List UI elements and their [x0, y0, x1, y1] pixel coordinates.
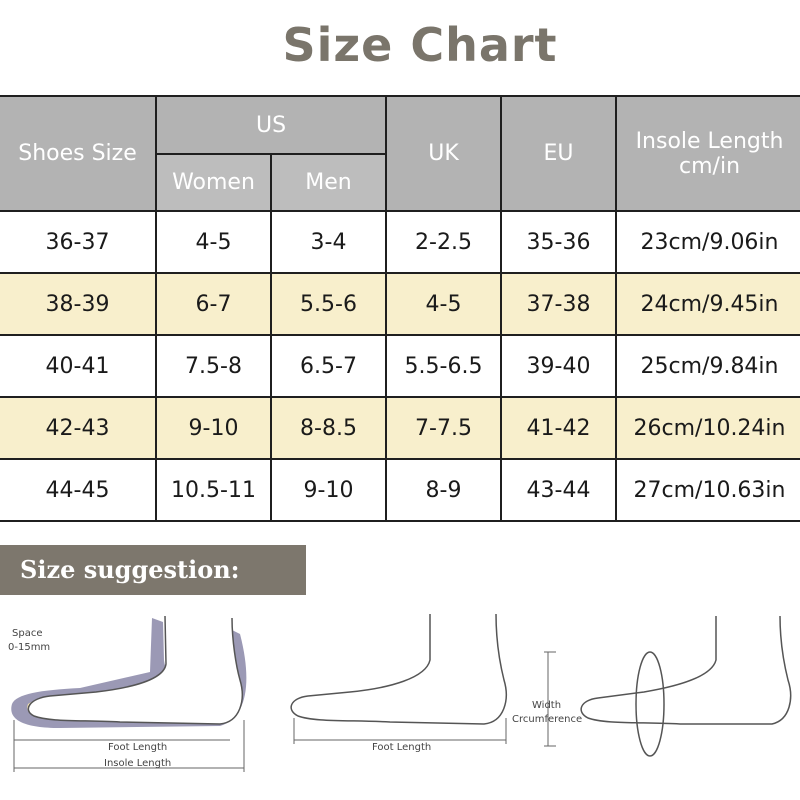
cell-women: 9-10	[155, 396, 272, 460]
cell-shoes: 44-45	[0, 458, 157, 522]
cell-women: 7.5-8	[155, 334, 272, 398]
cell-eu: 41-42	[500, 396, 618, 460]
cell-shoes: 42-43	[0, 396, 157, 460]
cell-insole: 23cm/9.06in	[615, 210, 800, 274]
foot-shape	[27, 615, 243, 725]
header-us: US	[154, 95, 388, 155]
cell-shoes: 36-37	[0, 210, 157, 274]
header-men: Men	[269, 153, 388, 212]
cell-uk: 4-5	[385, 272, 503, 336]
foot-length-label-2: Foot Length	[372, 742, 431, 753]
cell-uk: 2-2.5	[385, 210, 503, 274]
cell-men: 8-8.5	[269, 396, 388, 460]
cell-eu: 39-40	[500, 334, 618, 398]
cell-shoes: 38-39	[0, 272, 157, 336]
cell-insole: 26cm/10.24in	[615, 396, 800, 460]
cell-insole: 25cm/9.84in	[615, 334, 800, 398]
foot-width-illustration: Width Crcumference	[512, 615, 792, 757]
size-table: Shoes Size US UK EU Insole Length cm/in …	[0, 95, 800, 522]
header-shoes-size: Shoes Size	[0, 95, 157, 212]
space-value: 0-15mm	[8, 642, 50, 653]
header-eu: EU	[500, 95, 618, 212]
table-row: 42-43 9-10 8-8.5 7-7.5 41-42 26cm/10.24i…	[0, 396, 800, 460]
foot-insole-illustration: Space 0-15mm Foot Length Insole Length	[8, 615, 247, 772]
circumference-label: Crcumference	[512, 714, 582, 725]
page-title: Size Chart	[282, 18, 558, 72]
cell-uk: 5.5-6.5	[385, 334, 503, 398]
cell-men: 5.5-6	[269, 272, 388, 336]
foot-measure-illustrations: Space 0-15mm Foot Length Insole Length F…	[8, 613, 792, 772]
table-row: 40-41 7.5-8 6.5-7 5.5-6.5 39-40 25cm/9.8…	[0, 334, 800, 398]
space-label: Space	[12, 628, 42, 639]
cell-eu: 35-36	[500, 210, 618, 274]
foot-length-illustration: Foot Length	[290, 613, 507, 753]
header-insole-label: Insole Length	[635, 128, 784, 154]
header-insole-length: Insole Length cm/in	[615, 95, 800, 212]
foot-length-label: Foot Length	[108, 742, 167, 753]
foot-shape-3	[580, 615, 792, 725]
cell-insole: 24cm/9.45in	[615, 272, 800, 336]
cell-eu: 37-38	[500, 272, 618, 336]
cell-shoes: 40-41	[0, 334, 157, 398]
cell-eu: 43-44	[500, 458, 618, 522]
table-row: 36-37 4-5 3-4 2-2.5 35-36 23cm/9.06in	[0, 210, 800, 274]
table-row: 44-45 10.5-11 9-10 8-9 43-44 27cm/10.63i…	[0, 458, 800, 522]
cell-men: 3-4	[269, 210, 388, 274]
cell-women: 10.5-11	[155, 458, 272, 522]
cell-men: 9-10	[269, 458, 388, 522]
cell-women: 4-5	[155, 210, 272, 274]
table-row: 38-39 6-7 5.5-6 4-5 37-38 24cm/9.45in	[0, 272, 800, 336]
header-women: Women	[155, 153, 272, 212]
cell-uk: 7-7.5	[385, 396, 503, 460]
insole-length-label: Insole Length	[104, 758, 171, 769]
width-label: Width	[532, 700, 561, 711]
cell-uk: 8-9	[385, 458, 503, 522]
cell-insole: 27cm/10.63in	[615, 458, 800, 522]
foot-shape-2	[290, 613, 507, 725]
cell-women: 6-7	[155, 272, 272, 336]
header-insole-unit: cm/in	[679, 153, 741, 179]
cell-men: 6.5-7	[269, 334, 388, 398]
header-uk: UK	[385, 95, 503, 212]
size-suggestion-banner: Size suggestion:	[0, 545, 306, 595]
width-circumference-ring	[635, 651, 665, 757]
